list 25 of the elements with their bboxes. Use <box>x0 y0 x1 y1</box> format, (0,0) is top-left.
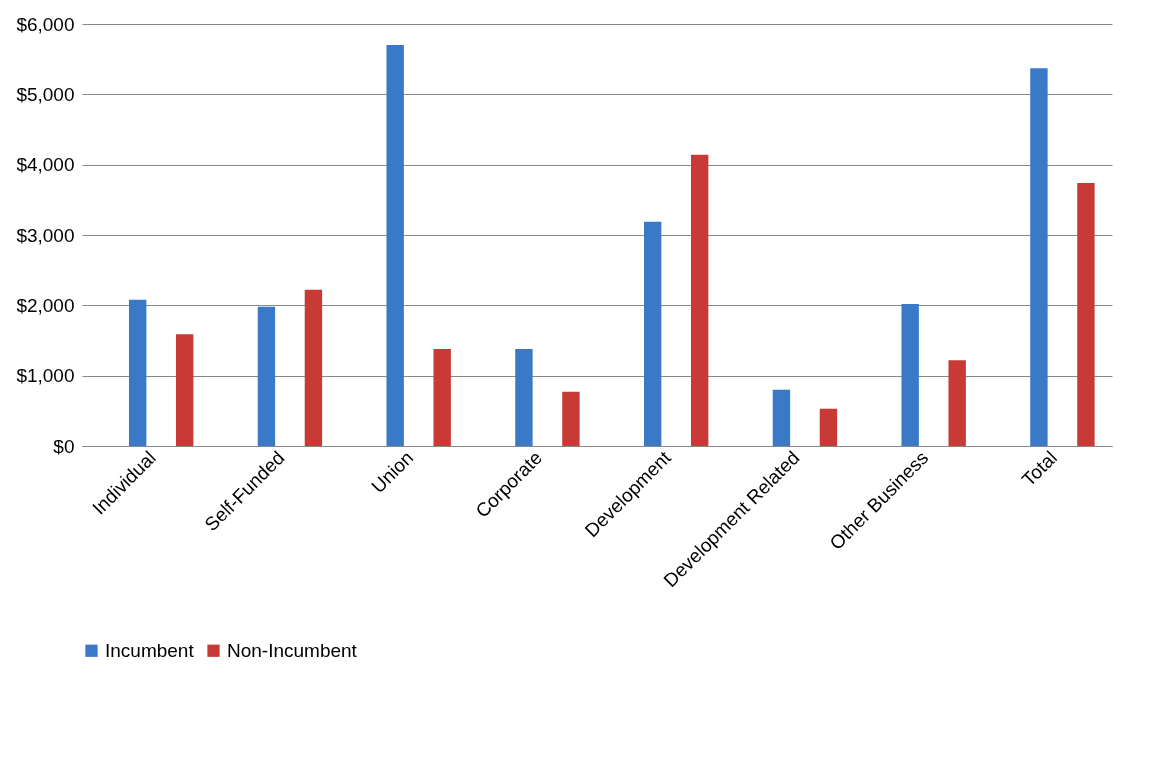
bar <box>948 360 966 446</box>
y-tick-label: $3,000 <box>16 224 75 246</box>
y-tick-label: $2,000 <box>16 294 75 316</box>
bar <box>562 391 580 446</box>
bar <box>772 389 791 446</box>
y-tick-label: $6,000 <box>16 13 75 35</box>
bar <box>643 221 662 446</box>
bar <box>1077 182 1095 446</box>
bar <box>128 299 147 446</box>
y-tick-label: $1,000 <box>16 365 75 387</box>
bar <box>257 306 276 446</box>
legend-label: Incumbent <box>105 639 195 661</box>
legend-label: Non-Incumbent <box>227 639 358 661</box>
bar <box>690 154 709 446</box>
bar <box>901 303 919 446</box>
bar <box>515 348 533 446</box>
bar <box>175 334 194 446</box>
y-tick-label: $4,000 <box>16 154 75 176</box>
y-tick-label: $0 <box>53 435 75 457</box>
bar <box>819 408 838 446</box>
bar <box>1030 68 1048 446</box>
y-tick-label: $5,000 <box>16 83 75 105</box>
bar <box>304 289 323 446</box>
bar <box>433 348 451 446</box>
bar <box>386 45 404 446</box>
